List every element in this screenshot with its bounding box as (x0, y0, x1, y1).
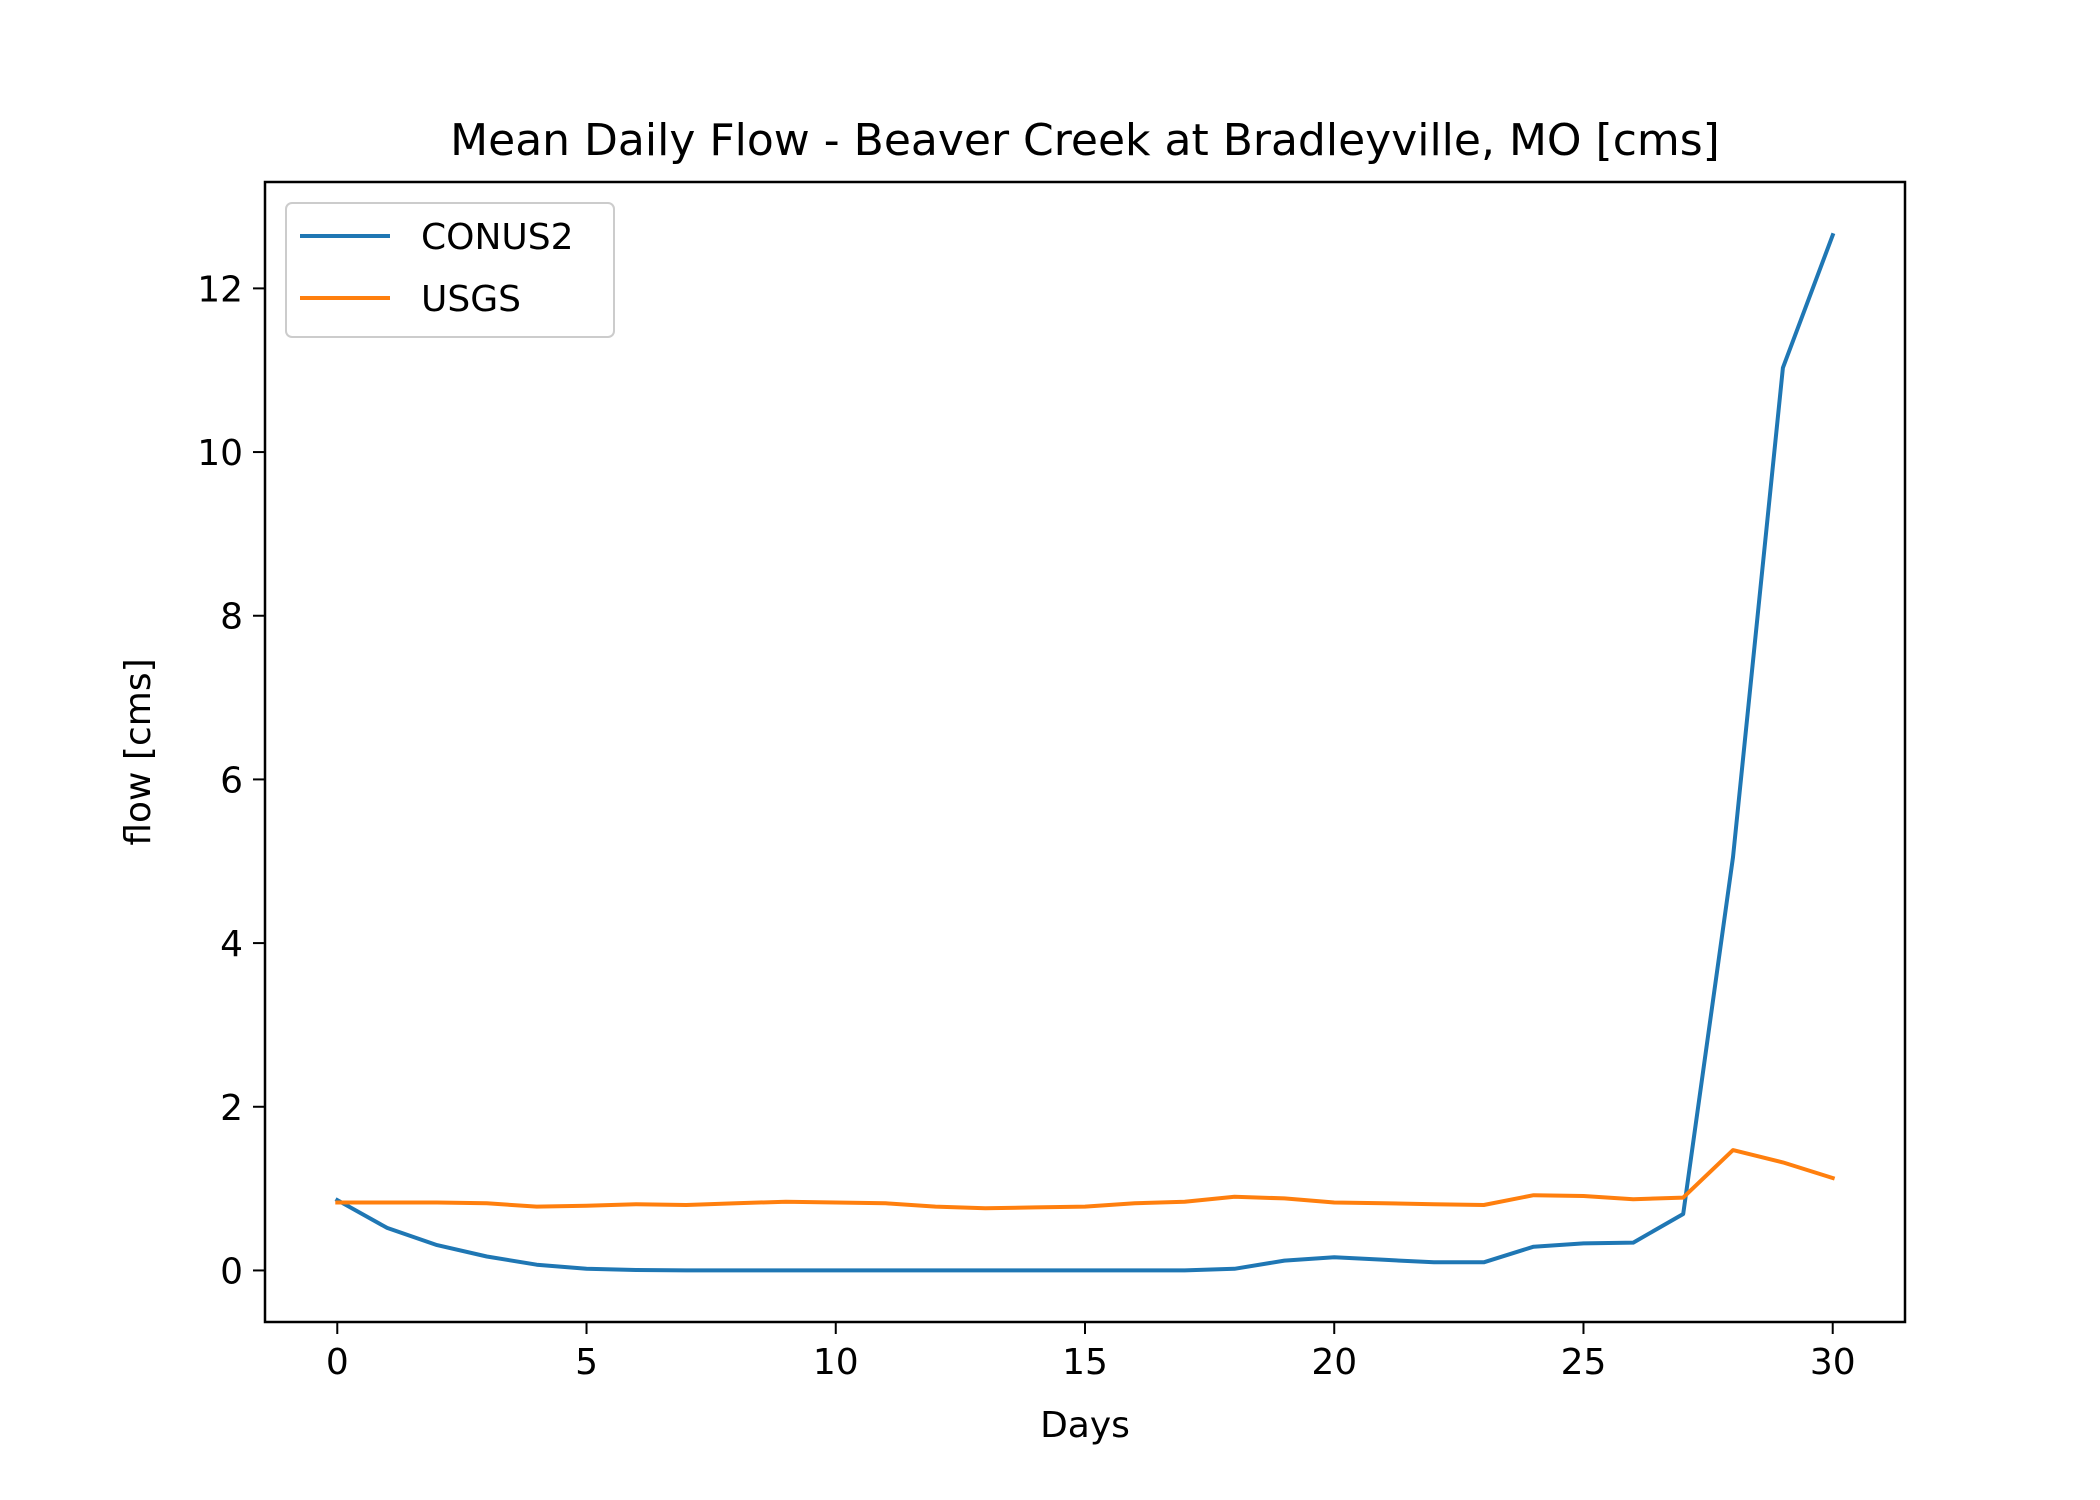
legend-label-usgs: USGS (421, 279, 521, 320)
legend-label-conus2: CONUS2 (421, 217, 574, 258)
legend: CONUS2 USGS (285, 202, 615, 338)
y-axis-label: flow [cms] (118, 658, 159, 845)
y-tick-label: 4 (220, 924, 243, 965)
x-tick-label: 25 (1561, 1342, 1607, 1383)
series-line-usgs (335, 1148, 1836, 1211)
x-tick-label: 30 (1810, 1342, 1856, 1383)
x-tick-label: 10 (813, 1342, 859, 1383)
y-tick-label: 2 (220, 1088, 243, 1129)
y-tick-label: 6 (220, 760, 243, 801)
y-tick-label: 12 (197, 269, 243, 310)
x-axis-ticks: 0 5 10 15 20 25 30 (326, 1322, 1856, 1383)
x-tick-label: 5 (575, 1342, 598, 1383)
y-tick-label: 8 (220, 597, 243, 638)
x-tick-label: 15 (1062, 1342, 1108, 1383)
chart-title: Mean Daily Flow - Beaver Creek at Bradle… (450, 115, 1720, 166)
y-tick-label: 0 (220, 1251, 243, 1292)
y-tick-label: 10 (197, 433, 243, 474)
x-tick-label: 0 (326, 1342, 349, 1383)
plot-lines (334, 232, 1836, 1273)
y-axis-ticks: 0 2 4 6 8 10 12 (197, 269, 265, 1292)
series-line-conus2 (334, 232, 1836, 1273)
x-tick-label: 20 (1311, 1342, 1357, 1383)
x-axis-label: Days (1040, 1405, 1130, 1446)
